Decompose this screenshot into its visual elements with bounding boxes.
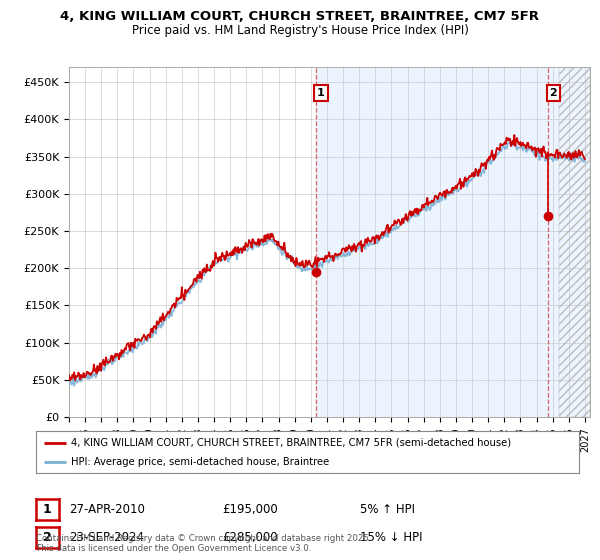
Text: 4, KING WILLIAM COURT, CHURCH STREET, BRAINTREE, CM7 5FR: 4, KING WILLIAM COURT, CHURCH STREET, BR… [61,10,539,23]
Text: Contains HM Land Registry data © Crown copyright and database right 2025.
This d: Contains HM Land Registry data © Crown c… [36,534,371,553]
Bar [559,67,590,417]
Text: HPI: Average price, semi-detached house, Braintree: HPI: Average price, semi-detached house,… [71,457,329,467]
Text: £195,000: £195,000 [222,503,278,516]
Text: £285,000: £285,000 [222,531,278,544]
Text: 5% ↑ HPI: 5% ↑ HPI [360,503,415,516]
Text: 27-APR-2010: 27-APR-2010 [69,503,145,516]
Text: 2: 2 [550,88,557,98]
Text: 1: 1 [43,503,52,516]
Text: 1: 1 [317,88,325,98]
Text: Price paid vs. HM Land Registry's House Price Index (HPI): Price paid vs. HM Land Registry's House … [131,24,469,37]
Bar [316,67,590,417]
Text: 2: 2 [43,531,52,544]
Text: 4, KING WILLIAM COURT, CHURCH STREET, BRAINTREE, CM7 5FR (semi-detached house): 4, KING WILLIAM COURT, CHURCH STREET, BR… [71,438,511,448]
Text: 15% ↓ HPI: 15% ↓ HPI [360,531,422,544]
Text: 23-SEP-2024: 23-SEP-2024 [69,531,144,544]
